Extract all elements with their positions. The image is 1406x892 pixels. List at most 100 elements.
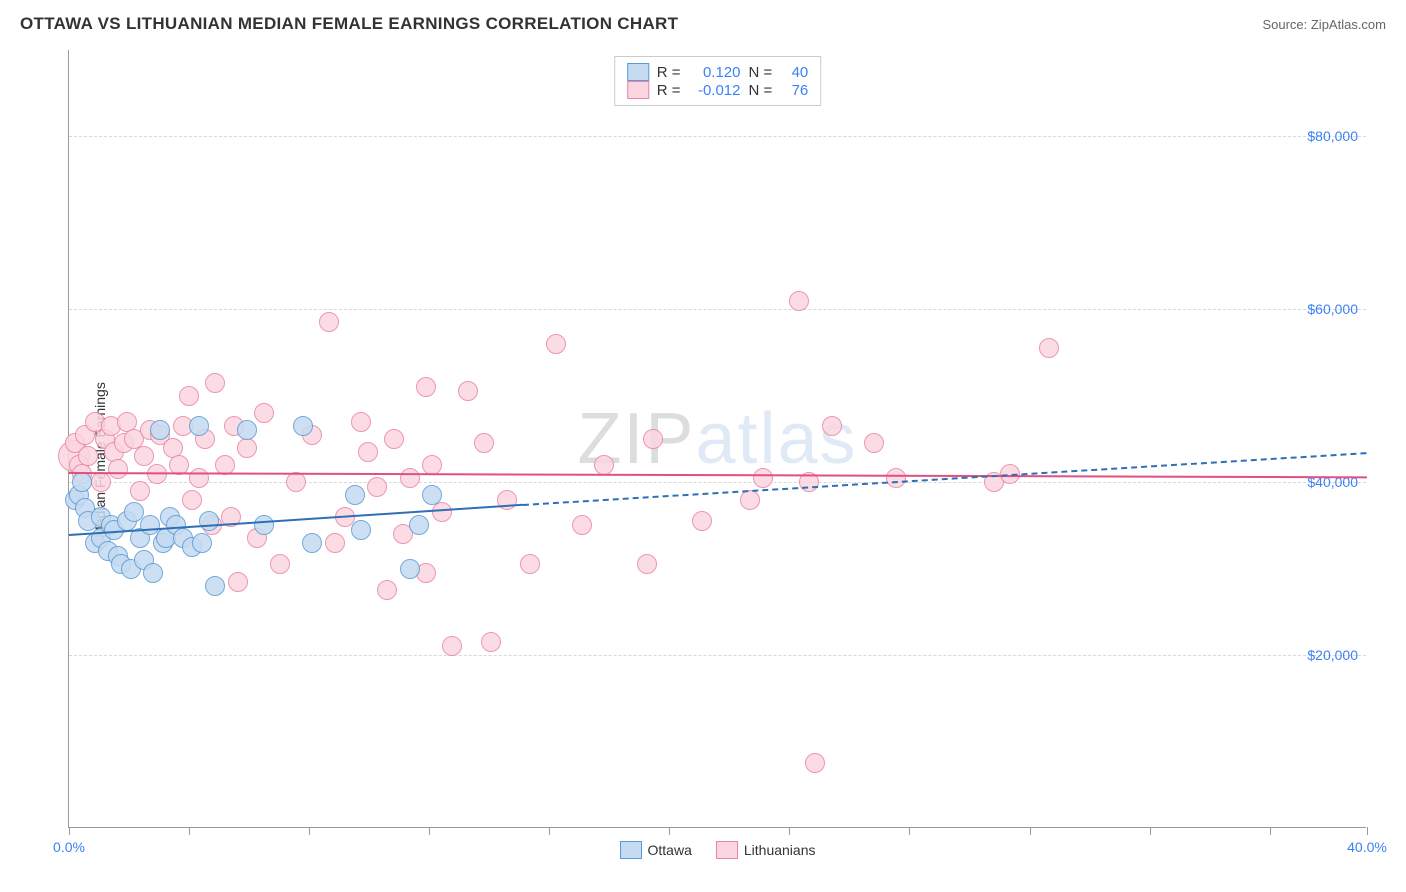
series-legend: Ottawa Lithuanians [620,841,816,859]
gridline-h [69,309,1366,310]
xtick-label: 0.0% [53,839,85,855]
data-point-lithuanians [481,632,501,652]
xtick [549,827,550,835]
data-point-lithuanians [358,442,378,462]
legend-label-lithuanians: Lithuanians [744,842,816,858]
xtick [789,827,790,835]
data-point-ottawa [409,515,429,535]
data-point-lithuanians [179,386,199,406]
data-point-ottawa [254,515,274,535]
data-point-lithuanians [400,468,420,488]
data-point-lithuanians [740,490,760,510]
xtick [1270,827,1271,835]
data-point-lithuanians [520,554,540,574]
gridline-h [69,655,1366,656]
data-point-ottawa [422,485,442,505]
r-legend-row-ottawa: R = 0.120 N = 40 [627,63,809,81]
r-legend-row-lithuanians: R = -0.012 N = 76 [627,81,809,99]
xtick [1367,827,1368,835]
data-point-lithuanians [546,334,566,354]
data-point-lithuanians [458,381,478,401]
gridline-h [69,482,1366,483]
data-point-lithuanians [351,412,371,432]
n-value-lithuanians: 76 [780,82,808,99]
r-value-ottawa: 0.120 [689,64,741,81]
source-attribution: Source: ZipAtlas.com [1262,17,1386,32]
watermark-atlas: atlas [695,399,857,479]
trend-line-dashed [523,452,1367,506]
r-label: R = [657,82,681,99]
r-label: R = [657,64,681,81]
data-point-lithuanians [254,403,274,423]
data-point-lithuanians [805,753,825,773]
data-point-lithuanians [416,377,436,397]
data-point-lithuanians [182,490,202,510]
xtick [309,827,310,835]
data-point-lithuanians [572,515,592,535]
data-point-lithuanians [237,438,257,458]
data-point-lithuanians [886,468,906,488]
plot-area: ZIPatlas R = 0.120 N = 40 R = -0.012 N =… [68,50,1366,828]
data-point-lithuanians [692,511,712,531]
xtick [69,827,70,835]
data-point-ottawa [143,563,163,583]
data-point-lithuanians [367,477,387,497]
legend-item-lithuanians: Lithuanians [716,841,816,859]
data-point-ottawa [192,533,212,553]
correlation-legend: R = 0.120 N = 40 R = -0.012 N = 76 [614,56,822,106]
data-point-lithuanians [384,429,404,449]
data-point-lithuanians [91,472,111,492]
data-point-lithuanians [134,446,154,466]
n-label: N = [749,64,773,81]
legend-item-ottawa: Ottawa [620,841,692,859]
trend-line [69,472,1367,478]
data-point-lithuanians [789,291,809,311]
data-point-lithuanians [377,580,397,600]
data-point-lithuanians [130,481,150,501]
r-value-lithuanians: -0.012 [689,82,741,99]
ytick-label: $60,000 [1307,301,1358,317]
data-point-ottawa [237,420,257,440]
chart-header: OTTAWA VS LITHUANIAN MEDIAN FEMALE EARNI… [0,0,1406,44]
data-point-lithuanians [270,554,290,574]
xtick [669,827,670,835]
n-value-ottawa: 40 [780,64,808,81]
data-point-ottawa [400,559,420,579]
data-point-ottawa [150,420,170,440]
data-point-lithuanians [637,554,657,574]
data-point-lithuanians [78,446,98,466]
data-point-ottawa [293,416,313,436]
xtick-label: 40.0% [1347,839,1387,855]
data-point-lithuanians [594,455,614,475]
data-point-ottawa [351,520,371,540]
swatch-ottawa [620,841,642,859]
ytick-label: $20,000 [1307,647,1358,663]
watermark: ZIPatlas [577,398,857,480]
xtick [1030,827,1031,835]
data-point-lithuanians [474,433,494,453]
n-label: N = [749,82,773,99]
data-point-ottawa [302,533,322,553]
source-name: ZipAtlas.com [1311,17,1386,32]
data-point-lithuanians [643,429,663,449]
swatch-ottawa [627,63,649,81]
xtick [909,827,910,835]
legend-label-ottawa: Ottawa [648,842,692,858]
data-point-lithuanians [205,373,225,393]
data-point-lithuanians [432,502,452,522]
data-point-lithuanians [442,636,462,656]
data-point-lithuanians [753,468,773,488]
data-point-lithuanians [286,472,306,492]
data-point-lithuanians [822,416,842,436]
data-point-lithuanians [228,572,248,592]
data-point-ottawa [345,485,365,505]
data-point-lithuanians [325,533,345,553]
data-point-lithuanians [189,468,209,488]
source-prefix: Source: [1262,17,1310,32]
data-point-ottawa [199,511,219,531]
xtick [429,827,430,835]
data-point-lithuanians [108,459,128,479]
data-point-ottawa [189,416,209,436]
ytick-label: $80,000 [1307,128,1358,144]
data-point-lithuanians [422,455,442,475]
